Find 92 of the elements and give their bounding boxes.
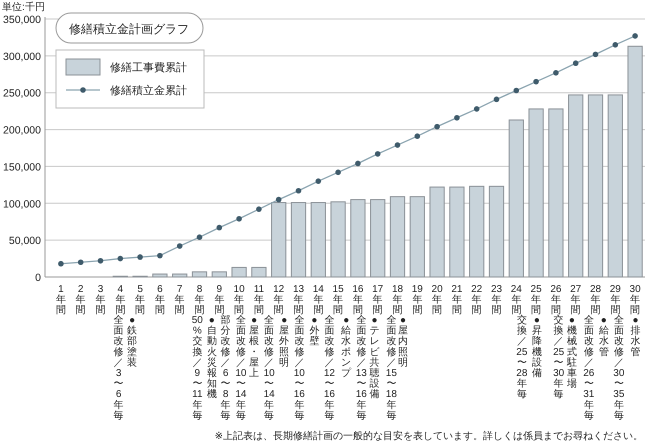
text: 全面改修／10〜16年毎 <box>294 315 305 422</box>
bar <box>568 94 584 278</box>
text: ●機械式駐車場 <box>566 315 577 390</box>
text: ●自動火災報知機 <box>206 315 217 400</box>
bar <box>449 186 465 278</box>
x-tick-label: 11年間 <box>254 284 265 316</box>
y-tick-label: 200,000 <box>3 124 42 137</box>
legend-label: 修繕工事費累計 <box>110 61 187 74</box>
x-tick-label: 15年間 <box>332 284 344 316</box>
x-tick-label: 6年間 <box>154 284 165 316</box>
x-tick-label: 28年間 <box>590 284 602 316</box>
bar <box>271 202 286 278</box>
text: 全面改修／10〜14年毎 <box>235 315 246 422</box>
x-tick-label: 30年間 <box>630 284 642 316</box>
text: 全面改修／30〜35年毎 <box>613 315 624 422</box>
text: ●テレビ共聴設備 <box>370 315 381 400</box>
text: ※上記表は、長期修繕計画の一般的な目安を表しています。詳しくは係員までお尋ねください。 <box>214 430 643 442</box>
text: ●屋外照明 <box>279 315 290 368</box>
bar <box>608 94 623 278</box>
bar <box>212 271 227 278</box>
y-tick-label: 100,000 <box>3 198 42 210</box>
x-tick-label: 29年間 <box>610 284 622 316</box>
text: ●昇降機設備 <box>532 315 542 379</box>
x-tick-label: 16年間 <box>352 284 364 316</box>
text: 交換／25〜28年毎 <box>516 314 528 400</box>
bar <box>390 196 406 278</box>
x-tick-label: 26年間 <box>550 284 562 316</box>
text: 全面改修／26〜31年毎 <box>583 315 594 422</box>
text: 交換／25〜30年毎 <box>553 314 565 400</box>
y-tick-label: 0 <box>35 272 42 284</box>
text: ●鉄部塗装 <box>127 315 138 368</box>
x-tick-label: 19年間 <box>412 284 424 316</box>
text: 全面改修／13〜16年毎 <box>356 315 367 422</box>
text: ●屋内照明 <box>398 315 408 368</box>
x-tick-label: 21年間 <box>451 284 463 316</box>
x-tick-label: 4年間 <box>115 284 126 316</box>
bar <box>251 266 267 278</box>
x-tick-label: 24年間 <box>510 284 522 316</box>
bar <box>310 202 326 278</box>
x-tick-label: 23年間 <box>490 284 502 316</box>
x-tick-label: 5年間 <box>135 284 146 316</box>
x-tick-label: 12年間 <box>273 284 285 316</box>
x-tick-label: 27年間 <box>570 284 582 316</box>
bar <box>290 202 306 278</box>
x-tick-label: 18年間 <box>392 284 404 316</box>
text: ●排水管 <box>630 315 640 358</box>
text: ●給水ポンプ <box>340 315 352 379</box>
text: 全面改修／10〜14年毎 <box>264 315 275 422</box>
bar <box>350 199 366 278</box>
bar <box>588 94 604 278</box>
text: 50%交換／9〜11年毎 <box>192 315 203 422</box>
y-tick-label: 250,000 <box>3 88 42 100</box>
bar <box>410 196 425 278</box>
bar <box>192 271 208 278</box>
x-tick-label: 1年間 <box>56 284 66 316</box>
x-tick-label: 22年間 <box>471 284 483 316</box>
bar <box>548 108 564 278</box>
y-tick-label: 50,000 <box>8 235 42 248</box>
y-tick-label: 300,000 <box>3 50 42 63</box>
x-tick-label: 8年間 <box>194 284 204 316</box>
text: ●屋根・屋上 <box>249 315 260 379</box>
text: ●給水管 <box>598 315 609 358</box>
bar <box>528 108 544 278</box>
bar <box>172 274 188 278</box>
x-tick-label: 13年間 <box>292 284 304 316</box>
y-tick-label: 350,000 <box>3 14 42 26</box>
bar <box>330 201 346 278</box>
text: 全面改修／12〜16年毎 <box>324 315 335 422</box>
x-tick-label: 2年間 <box>76 284 86 316</box>
text: 全面改修／3〜6年毎 <box>114 315 124 422</box>
text: 部分改修／6〜8年毎 <box>220 315 231 422</box>
bar <box>508 119 524 278</box>
bar <box>488 186 504 278</box>
bar <box>469 186 484 278</box>
bar <box>627 46 643 278</box>
bar <box>231 266 247 278</box>
y-tick-label: 150,000 <box>3 161 42 174</box>
chart-title: 修繕積立金計画グラフ <box>69 22 189 36</box>
legend-label: 修繕積立金累計 <box>110 84 187 97</box>
bar <box>370 199 386 278</box>
x-tick-label: 3年間 <box>96 284 106 316</box>
x-tick-label: 20年間 <box>432 284 444 316</box>
y-axis-title: 単位:千円 <box>2 1 45 13</box>
x-tick-label: 25年間 <box>530 284 542 316</box>
x-tick-label: 17年間 <box>372 284 384 316</box>
bar <box>429 186 445 278</box>
x-tick-label: 14年間 <box>312 284 324 316</box>
x-tick-label: 7年間 <box>174 284 185 316</box>
bar <box>152 274 168 278</box>
x-tick-label: 10年間 <box>234 284 246 316</box>
text: 全面改修／15〜18年毎 <box>386 315 397 422</box>
text: ●外壁 <box>309 315 320 348</box>
